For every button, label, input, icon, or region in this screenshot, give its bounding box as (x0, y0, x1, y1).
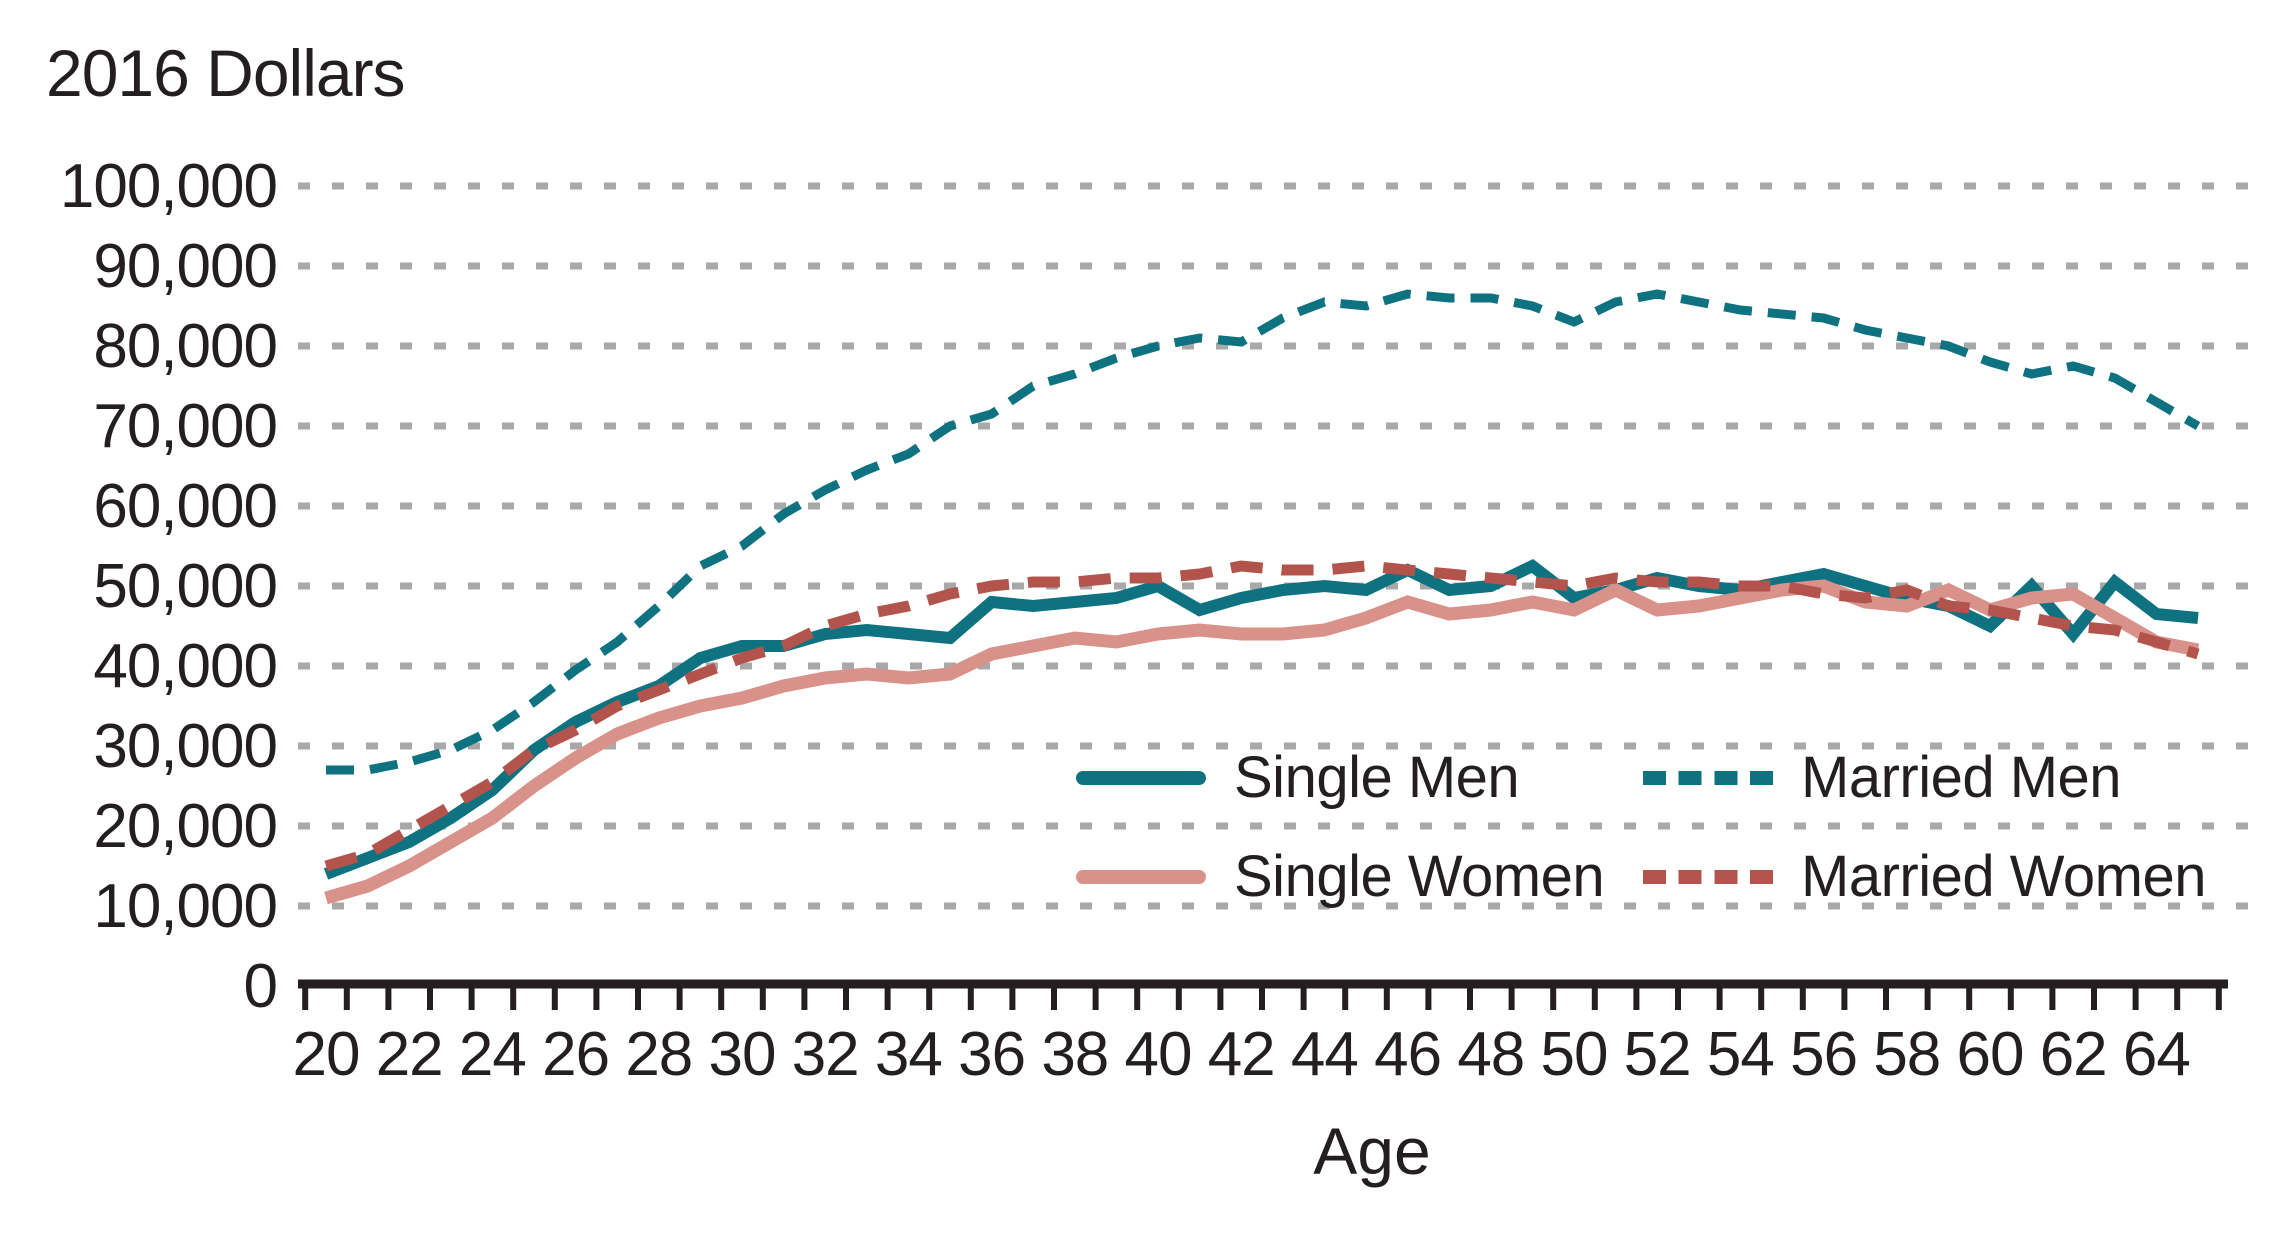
y-tick-label-30000: 30,000 (93, 712, 277, 781)
y-tick-label-80000: 80,000 (93, 312, 277, 381)
x-tick-label-22: 22 (376, 1020, 443, 1089)
legend-label-married-men: Married Men (1801, 745, 2122, 810)
married-men-line-swatch (1643, 771, 1773, 785)
series-line-married-men (326, 289, 2201, 775)
x-tick-label-44: 44 (1291, 1020, 1358, 1089)
legend-item-married-men: Married Men (1643, 745, 2122, 810)
y-tick-label-90000: 90,000 (93, 232, 277, 301)
x-tick-label-62: 62 (2040, 1020, 2107, 1089)
x-tick-label-34: 34 (875, 1020, 942, 1089)
x-tick-label-48: 48 (1457, 1020, 1524, 1089)
x-tick-label-60: 60 (1957, 1020, 2024, 1089)
single-men-line-swatch (1076, 771, 1206, 785)
x-tick-label-58: 58 (1873, 1020, 1940, 1089)
x-tick-label-30: 30 (709, 1020, 776, 1089)
x-tick-label-64: 64 (2123, 1020, 2190, 1089)
legend-item-single-women: Single Women (1076, 844, 1605, 909)
single-women-line-swatch (1076, 870, 1206, 884)
x-tick-label-28: 28 (625, 1020, 692, 1089)
x-tick-label-20: 20 (293, 1020, 360, 1089)
x-axis-title: Age (1313, 1114, 1431, 1188)
legend-label-single-men: Single Men (1234, 745, 1520, 810)
y-tick-label-60000: 60,000 (93, 472, 277, 541)
married-women-line-swatch (1643, 870, 1773, 884)
y-tick-label-100000: 100,000 (60, 152, 277, 221)
y-tick-label-0: 0 (244, 952, 277, 1021)
x-tick-label-52: 52 (1624, 1020, 1691, 1089)
x-tick-label-26: 26 (542, 1020, 609, 1089)
series-line-married-women (324, 560, 2200, 872)
x-tick-label-46: 46 (1374, 1020, 1441, 1089)
x-tick-label-54: 54 (1707, 1020, 1774, 1089)
y-tick-label-40000: 40,000 (93, 632, 277, 701)
y-tick-label-70000: 70,000 (93, 392, 277, 461)
x-tick-label-38: 38 (1041, 1020, 1108, 1089)
x-tick-label-40: 40 (1125, 1020, 1192, 1089)
legend-item-single-men: Single Men (1076, 745, 1520, 810)
x-tick-label-36: 36 (958, 1020, 1025, 1089)
x-tick-label-32: 32 (792, 1020, 859, 1089)
x-tick-label-42: 42 (1208, 1020, 1275, 1089)
x-tick-label-50: 50 (1541, 1020, 1608, 1089)
legend-label-single-women: Single Women (1234, 844, 1605, 909)
series-line-single-women (324, 579, 2200, 905)
chart-title: 2016 Dollars (46, 36, 406, 110)
legend-label-married-women: Married Women (1801, 844, 2207, 909)
y-tick-label-50000: 50,000 (93, 552, 277, 621)
y-tick-label-10000: 10,000 (93, 872, 277, 941)
x-tick-label-56: 56 (1790, 1020, 1857, 1089)
y-tick-label-20000: 20,000 (93, 792, 277, 861)
legend-item-married-women: Married Women (1643, 844, 2207, 909)
x-tick-label-24: 24 (459, 1020, 526, 1089)
